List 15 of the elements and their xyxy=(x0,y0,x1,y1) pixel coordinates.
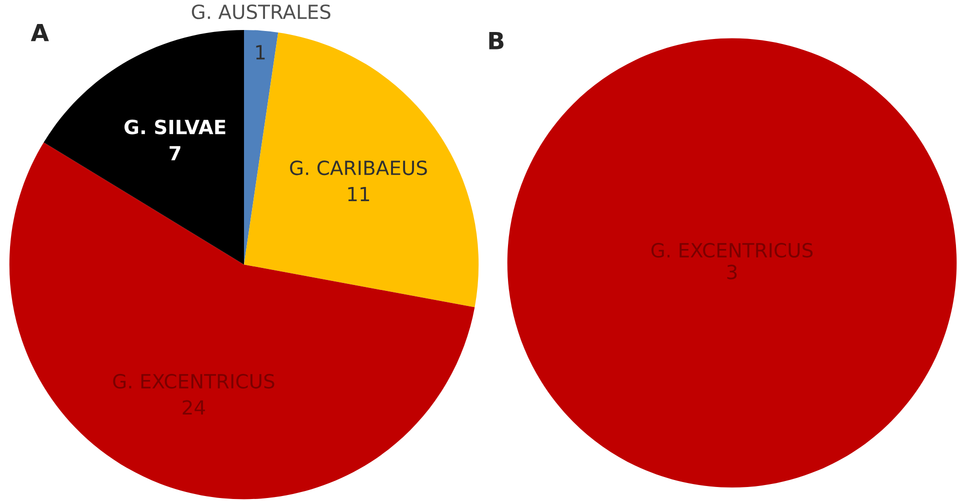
data-label: 3 xyxy=(727,264,737,280)
pie-slice xyxy=(244,30,278,265)
data-label: 24 xyxy=(182,400,205,415)
text: A xyxy=(30,24,49,42)
slice-label: G. AUSTRALES xyxy=(192,4,330,20)
slice-label: G. SILVAE xyxy=(124,120,226,134)
data-label: 7 xyxy=(170,146,180,160)
data-label: 11 xyxy=(348,186,370,202)
slice-label: G. CARIBAEUS xyxy=(290,160,427,176)
chart-title: B xyxy=(489,32,504,50)
pie-slice xyxy=(244,32,479,308)
slice-label: G. EXCENTRICUS xyxy=(651,242,813,258)
data-label: 1 xyxy=(256,45,265,60)
slice-label: G. EXCENTRICUS xyxy=(113,374,274,389)
pie-slice xyxy=(9,142,475,500)
